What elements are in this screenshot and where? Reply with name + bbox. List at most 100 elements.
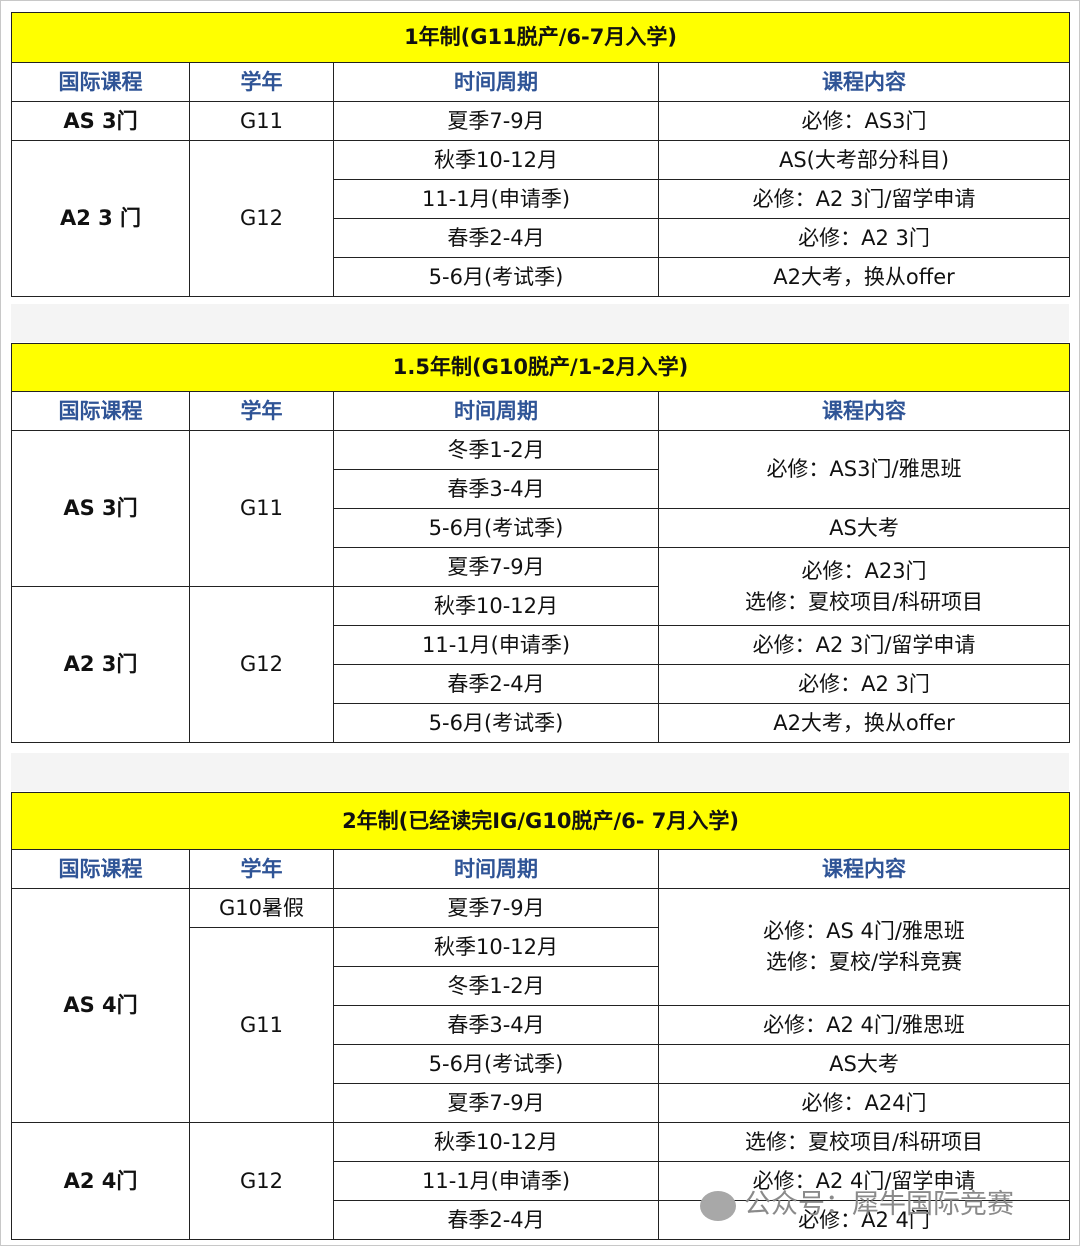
column-header-content: 课程内容 (657, 849, 1071, 889)
table-cell: 必修：AS 4门/雅思班 选修：夏校/学科竞赛 (657, 888, 1071, 1006)
cell-text: 11-1月(申请季) (421, 1168, 571, 1193)
table-cell: A2 3 门 (11, 140, 190, 297)
table-cell: 夏季7-9月 (333, 888, 659, 928)
table-cell: 必修：A2 3门/留学申请 (657, 625, 1071, 665)
table-cell: AS 3门 (11, 101, 190, 141)
cell-text: AS 3门 (63, 108, 138, 133)
column-header-year: 学年 (189, 849, 334, 889)
table-cell: 必修：A2 3门 (657, 218, 1071, 258)
table-cell: 选修：夏校项目/科研项目 (657, 1122, 1071, 1162)
column-header-content: 课程内容 (657, 62, 1071, 102)
cell-text: 5-6月(考试季) (428, 515, 564, 540)
table-cell: 秋季10-12月 (333, 1122, 659, 1162)
table-cell: AS大考 (657, 508, 1071, 548)
table-cell: 5-6月(考试季) (333, 508, 659, 548)
table-cell: 秋季10-12月 (333, 140, 659, 180)
table-row: 春季3-4月 必修：A2 4门/雅思班 (12, 1005, 1071, 1045)
table-title: 1.5年制(G10脱产/1-2月入学) (10, 343, 1071, 392)
cell-text-line-2: 选修：夏校项目/科研项目 (744, 589, 984, 614)
cell-text: G12 (240, 206, 283, 230)
cell-text: 春季3-4月 (447, 1012, 545, 1037)
column-header-period: 时间周期 (333, 391, 659, 431)
cell-text: AS 4门 (63, 993, 138, 1017)
table-title: 2年制(已经读完IG/G10脱产/6- 7月入学) (10, 792, 1071, 850)
cell-text: 必修：A2 4门 (798, 1207, 930, 1232)
cell-text: AS 3门 (63, 496, 138, 520)
cell-text: A2 3门 (63, 652, 138, 676)
table-row: 夏季7-9月 必修：A24门 (12, 1083, 1071, 1123)
cell-text: 11-1月(申请季) (421, 186, 571, 211)
cell-text: 夏季7-9月 (447, 895, 545, 920)
cell-text: G10暑假 (219, 895, 304, 920)
table-cell: AS(大考部分科目) (657, 140, 1071, 180)
table-cell: 秋季10-12月 (333, 586, 659, 626)
column-header-year: 学年 (189, 391, 334, 431)
column-header-course: 国际课程 (11, 391, 190, 431)
table-cell: 春季2-4月 (333, 218, 659, 258)
table-cell: G11 (189, 430, 334, 587)
cell-text: 夏季7-9月 (447, 108, 545, 133)
cell-text: G11 (240, 1012, 283, 1037)
table-row: 冬季1-2月 (12, 966, 1070, 1006)
table-cell: 夏季7-9月 (333, 547, 659, 587)
column-header-course: 国际课程 (11, 849, 190, 889)
table-row: 春季2-4月 必修：A2 3门 (12, 218, 1071, 258)
table-cell: 春季2-4月 (333, 1200, 659, 1240)
cell-text: A2 4门 (63, 1168, 138, 1193)
cell-text: AS大考 (829, 515, 899, 540)
table-row: 5-6月(考试季) A2大考，换从offer (12, 257, 1071, 297)
table-cell: AS大考 (657, 1044, 1071, 1084)
table-cell: G12 (189, 586, 334, 743)
cell-text: 春季3-4月 (447, 476, 545, 501)
cell-text: 夏季7-9月 (447, 1090, 545, 1115)
cell-text: 冬季1-2月 (447, 973, 545, 998)
cell-text: 春季2-4月 (447, 225, 545, 250)
cell-text: 秋季10-12月 (433, 934, 559, 959)
cell-text: A2 3 门 (59, 206, 142, 230)
cell-text: 必修：A2 4门/留学申请 (752, 1168, 976, 1193)
table-cell: 必修：AS3门 (657, 101, 1071, 141)
table-cell: A2 3门 (11, 586, 190, 743)
cell-text: AS(大考部分科目) (778, 147, 950, 172)
table-row: 11-1月(申请季) 必修：A2 4门/留学申请 (12, 1161, 1071, 1201)
cell-text: 冬季1-2月 (447, 437, 545, 462)
cell-text: 必修：AS3门 (801, 108, 927, 133)
table-cell: 5-6月(考试季) (333, 703, 659, 743)
cell-text: 秋季10-12月 (433, 1129, 559, 1154)
table-cell: 5-6月(考试季) (333, 257, 659, 297)
table-cell: 11-1月(申请季) (333, 1161, 659, 1201)
table-cell: 春季2-4月 (333, 664, 659, 704)
cell-text: 必修：A2 3门 (798, 671, 930, 696)
table-cell: A2大考，换从offer (657, 703, 1071, 743)
cell-text: 必修：A23门 (801, 558, 927, 583)
table-cell: 春季3-4月 (333, 469, 659, 509)
table-row: G11 秋季10-12月 (12, 927, 1070, 1123)
table-cell: 夏季7-9月 (333, 101, 659, 141)
table-cell: AS 4门 (11, 888, 190, 1123)
table-row: 11-1月(申请季) 必修：A2 3门/留学申请 (12, 179, 1071, 219)
table-cell: G12 (189, 140, 334, 297)
column-header-content: 课程内容 (657, 391, 1071, 431)
table-cell: G10暑假 (189, 888, 334, 928)
table-row: 夏季7-9月 必修：A23门选修：夏校项目/科研项目 (12, 547, 1071, 626)
program-table-1-year: 1年制(G11脱产/6-7月入学) 国际课程 学年 时间周期 课程内容 AS 3门 G11 夏… (10, 12, 1071, 297)
cell-text: 必修：A2 3门 (798, 225, 930, 250)
cell-text: 秋季10-12月 (433, 147, 559, 172)
cell-text: A2大考，换从offer (773, 710, 955, 735)
table-row: AS 3门 G11 夏季7-9月 必修：AS3门 (11, 101, 1071, 141)
wechat-icon (700, 1190, 736, 1221)
table-row: 春季3-4月 (12, 469, 1070, 509)
cell-text: G11 (240, 496, 283, 520)
cell-text: 春季2-4月 (447, 671, 545, 696)
table-cell: 必修：A23门选修：夏校项目/科研项目 (657, 547, 1071, 626)
cell-text: G11 (240, 108, 283, 133)
cell-text: 夏季7-9月 (447, 554, 545, 579)
table-title: 1年制(G11脱产/6-7月入学) (10, 12, 1071, 63)
table-row: A2 3门 G12 秋季10-12月 (11, 586, 1070, 743)
cell-text: 必修：A2 4门/雅思班 (763, 1012, 965, 1037)
table-cell: 11-1月(申请季) (333, 625, 659, 665)
table-cell: 必修：AS3门/雅思班 (657, 430, 1071, 509)
program-table-2-year: 2年制(已经读完IG/G10脱产/6- 7月入学) 国际课程 学年 时间周期 课程内容 A… (10, 792, 1071, 1240)
cell-text: 5-6月(考试季) (428, 1051, 564, 1076)
cell-text: 5-6月(考试季) (428, 264, 564, 289)
